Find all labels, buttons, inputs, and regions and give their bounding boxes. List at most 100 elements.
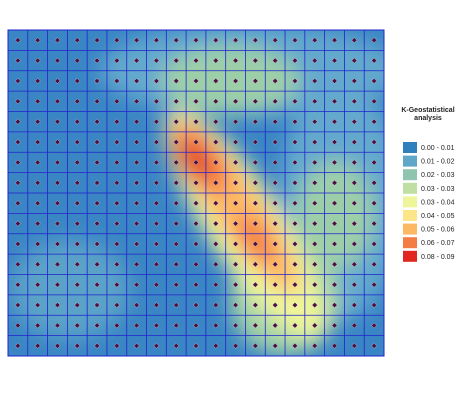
sample-point <box>371 37 377 44</box>
legend-swatch <box>403 169 417 181</box>
sample-point <box>193 200 199 207</box>
sample-point <box>173 281 180 288</box>
sample-point <box>371 78 377 84</box>
sample-point <box>331 37 338 44</box>
sample-point <box>153 220 160 227</box>
sample-point <box>351 342 358 349</box>
sample-point <box>15 322 21 329</box>
sample-point <box>232 179 239 186</box>
legend-title: analysis <box>414 115 442 122</box>
sample-point <box>252 159 259 166</box>
sample-point <box>351 37 358 44</box>
sample-point <box>252 139 259 145</box>
sample-point <box>371 57 377 64</box>
sample-point <box>15 342 21 349</box>
sample-point <box>232 342 239 349</box>
sample-point <box>351 281 358 288</box>
sample-point <box>292 200 298 207</box>
sample-point <box>153 241 160 247</box>
sample-point <box>193 302 199 308</box>
sample-point <box>311 220 318 227</box>
sample-point <box>74 322 81 329</box>
sample-point <box>34 322 41 329</box>
sample-point <box>153 159 160 166</box>
sample-point <box>34 118 41 125</box>
sample-point <box>193 139 199 145</box>
sample-point <box>74 139 81 145</box>
sample-point <box>351 220 358 227</box>
sample-point <box>212 200 219 207</box>
legend-swatch <box>403 142 417 153</box>
sample-point <box>212 322 219 329</box>
legend-swatch <box>403 210 417 221</box>
sample-point <box>113 302 120 308</box>
sample-point <box>133 57 140 64</box>
grid <box>8 30 384 356</box>
sample-point <box>74 159 81 166</box>
sample-point <box>351 78 358 84</box>
sample-point <box>133 179 140 186</box>
sample-point <box>54 98 61 105</box>
sample-point <box>113 159 120 166</box>
sample-point <box>94 37 100 44</box>
sample-point <box>173 220 180 227</box>
map-frame <box>7 29 385 357</box>
sample-point <box>153 322 160 329</box>
sample-point <box>74 200 81 207</box>
sample-point <box>371 302 377 308</box>
legend-label: 0.00 - 0.01 <box>421 145 455 152</box>
sample-point <box>74 261 81 268</box>
sample-point <box>34 281 41 288</box>
sample-point <box>311 342 318 349</box>
sample-point <box>15 78 21 84</box>
sample-point <box>34 261 41 268</box>
sample-point <box>212 118 219 125</box>
sample-point <box>272 37 279 44</box>
sample-point <box>94 220 100 227</box>
sample-point <box>193 342 199 349</box>
sample-point <box>15 220 21 227</box>
sample-point <box>232 261 239 268</box>
sample-point <box>371 281 377 288</box>
sample-point <box>252 342 259 349</box>
sample-point <box>153 281 160 288</box>
sample-point <box>113 342 120 349</box>
sample-point <box>371 118 377 125</box>
sample-point <box>351 302 358 308</box>
sample-point <box>292 342 298 349</box>
sample-point <box>153 200 160 207</box>
sample-point <box>331 281 338 288</box>
sample-point <box>153 139 160 145</box>
legend-label: 0.01 - 0.02 <box>421 159 455 166</box>
sample-point <box>272 118 279 125</box>
sample-point <box>232 98 239 105</box>
sample-point <box>173 342 180 349</box>
sample-point <box>153 118 160 125</box>
sample-point <box>252 241 259 247</box>
sample-point <box>74 220 81 227</box>
sample-point <box>331 118 338 125</box>
sample-point <box>272 342 279 349</box>
sample-point <box>133 78 140 84</box>
sample-point <box>34 342 41 349</box>
sample-point <box>232 57 239 64</box>
sample-point <box>54 118 61 125</box>
sample-point <box>15 179 21 186</box>
sample-point <box>94 342 100 349</box>
sample-point <box>212 179 219 186</box>
legend-swatch <box>403 182 417 194</box>
sample-point <box>252 281 259 288</box>
sample-point <box>15 281 21 288</box>
sample-point <box>54 78 61 84</box>
sample-point <box>173 200 180 207</box>
sample-point <box>292 241 298 247</box>
sample-point <box>94 322 100 329</box>
sample-point <box>331 57 338 64</box>
legend-title: K-Geostatistical <box>401 107 454 114</box>
sample-point <box>311 118 318 125</box>
sample-point <box>153 179 160 186</box>
sample-point <box>272 78 279 84</box>
sample-point <box>272 220 279 227</box>
